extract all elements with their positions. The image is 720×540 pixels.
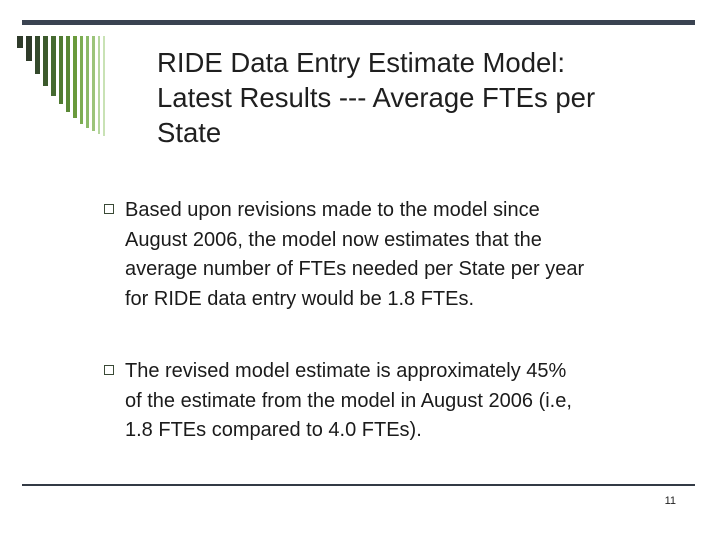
page-number: 11 <box>664 495 676 507</box>
stripe <box>86 36 89 128</box>
top-rule <box>22 20 695 25</box>
stripe <box>26 36 32 61</box>
bullet-line: average number of FTEs needed per State … <box>125 258 585 280</box>
title-line: RIDE Data Entry Estimate Model: <box>157 47 566 78</box>
bullet-item: Based upon revisions made to the model s… <box>104 196 694 314</box>
bullet-line: Based upon revisions made to the model s… <box>125 199 540 221</box>
stripe <box>35 36 40 74</box>
stripe <box>43 36 48 86</box>
bullet-line: for RIDE data entry would be 1.8 FTEs. <box>125 287 475 310</box>
slide-title: RIDE Data Entry Estimate Model: Latest R… <box>157 45 677 150</box>
stripe <box>80 36 83 124</box>
bottom-rule <box>22 484 695 486</box>
bullet-line: August 2006, the model now estimates tha… <box>125 228 542 251</box>
stripe <box>73 36 77 118</box>
stripe <box>17 36 23 48</box>
bullet-item: The revised model estimate is approximat… <box>104 357 694 446</box>
stripe <box>92 36 95 131</box>
hollow-square-icon <box>104 365 114 375</box>
stripe <box>103 36 105 136</box>
stripe <box>51 36 56 96</box>
bullet-line: 1.8 FTEs compared to 4.0 FTEs). <box>125 419 422 441</box>
bullet-line: The revised model estimate is approximat… <box>125 360 567 382</box>
stripe <box>66 36 70 112</box>
bullet-list: Based upon revisions made to the model s… <box>104 196 694 446</box>
title-line: State <box>157 117 222 148</box>
bullet-line: of the estimate from the model in August… <box>125 389 572 412</box>
stripe <box>59 36 63 104</box>
hollow-square-icon <box>104 204 114 214</box>
title-line: Latest Results --- Average FTEs per <box>157 82 596 113</box>
stripe <box>98 36 100 134</box>
